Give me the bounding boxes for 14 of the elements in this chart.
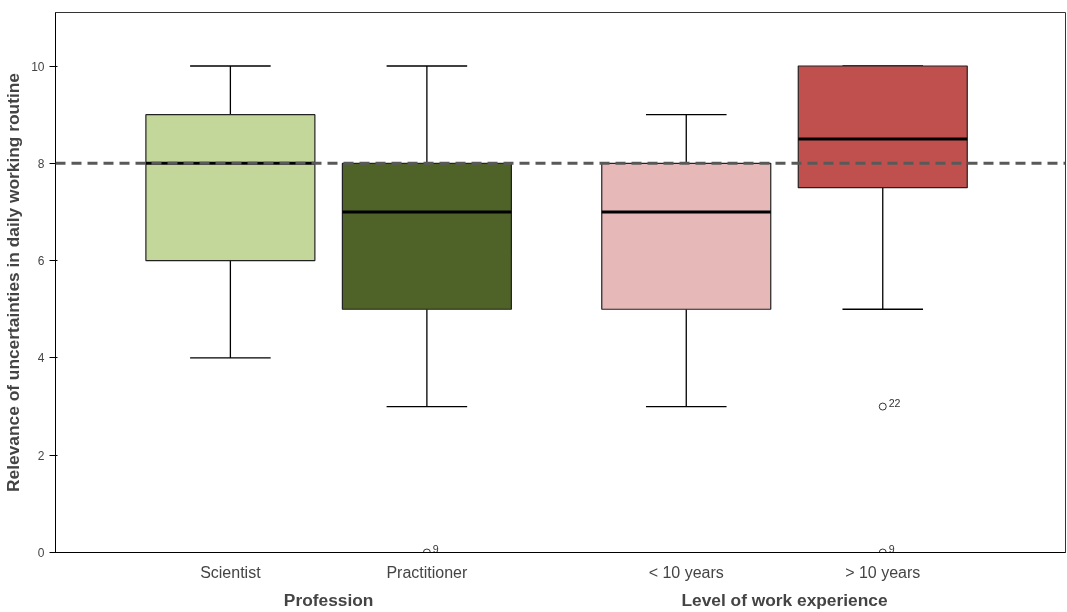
- text: Profession: [283, 589, 374, 610]
- y-tick-label: 4: [37, 351, 45, 366]
- text: Level of work experience: [681, 589, 888, 610]
- y-tick-label: 2: [37, 448, 45, 463]
- y-tick-label: 8: [37, 156, 45, 171]
- x-tick-label: Practitioner: [386, 563, 469, 581]
- x-tick-label: > 10 years: [845, 563, 921, 581]
- y-axis-title: Relevance of uncertainties in daily working routine: [3, 72, 24, 492]
- y-tick-label: 0: [37, 546, 45, 560]
- y-tick-label: 6: [37, 254, 45, 269]
- x-tick-label: Scientist: [200, 563, 262, 581]
- x-tick-label: < 10 years: [648, 563, 724, 581]
- y-tick-label: 10: [31, 59, 45, 74]
- annotation: 22: [888, 396, 901, 409]
